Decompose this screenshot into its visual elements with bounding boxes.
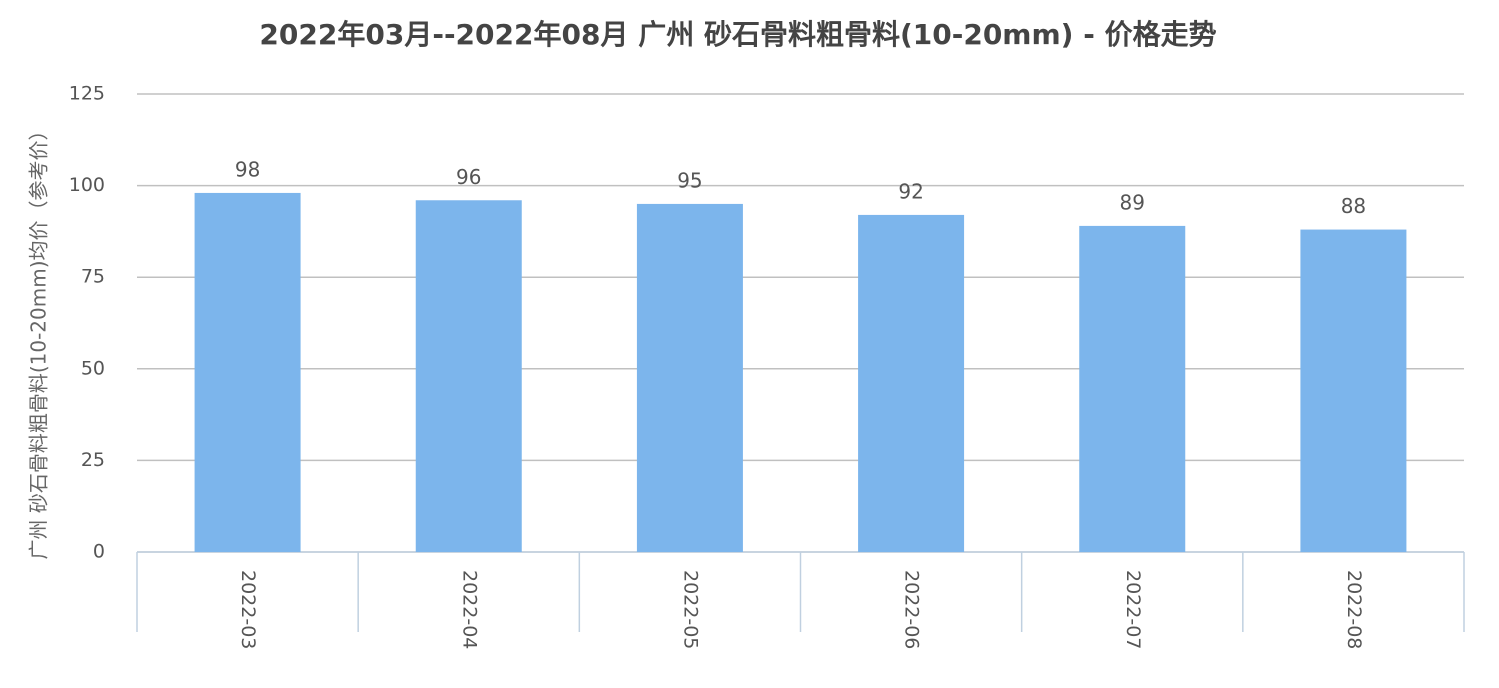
data-label: 98 bbox=[235, 157, 260, 181]
bar bbox=[415, 200, 522, 553]
y-tick-label: 0 bbox=[93, 541, 105, 563]
x-tick-label: 2022-08 bbox=[1343, 570, 1365, 649]
x-tick-label: 2022-03 bbox=[237, 570, 259, 649]
y-tick-label: 25 bbox=[81, 449, 105, 471]
x-tick-label: 2022-07 bbox=[1122, 570, 1144, 649]
y-tick-label: 75 bbox=[81, 266, 105, 288]
bar bbox=[194, 192, 301, 553]
x-tick-label: 2022-06 bbox=[901, 570, 923, 649]
y-axis-label: 广州 砂石骨料粗骨料(10-20mm)均价（参考价） bbox=[27, 120, 51, 559]
data-label: 96 bbox=[456, 165, 481, 189]
bar bbox=[636, 203, 743, 553]
x-tick-label: 2022-04 bbox=[458, 570, 480, 649]
data-label: 95 bbox=[677, 168, 702, 192]
y-tick-label: 50 bbox=[81, 357, 105, 379]
y-tick-label: 100 bbox=[69, 174, 105, 196]
y-tick-label: 125 bbox=[69, 83, 105, 105]
bar bbox=[1300, 229, 1407, 552]
bar bbox=[1079, 225, 1186, 553]
data-label: 92 bbox=[898, 179, 923, 203]
data-label: 89 bbox=[1120, 190, 1145, 214]
chart-title: 2022年03月--2022年08月 广州 砂石骨料粗骨料(10-20mm) -… bbox=[259, 18, 1216, 51]
x-tick-label: 2022-05 bbox=[679, 570, 701, 649]
bar bbox=[858, 214, 965, 553]
data-label: 88 bbox=[1341, 194, 1366, 218]
